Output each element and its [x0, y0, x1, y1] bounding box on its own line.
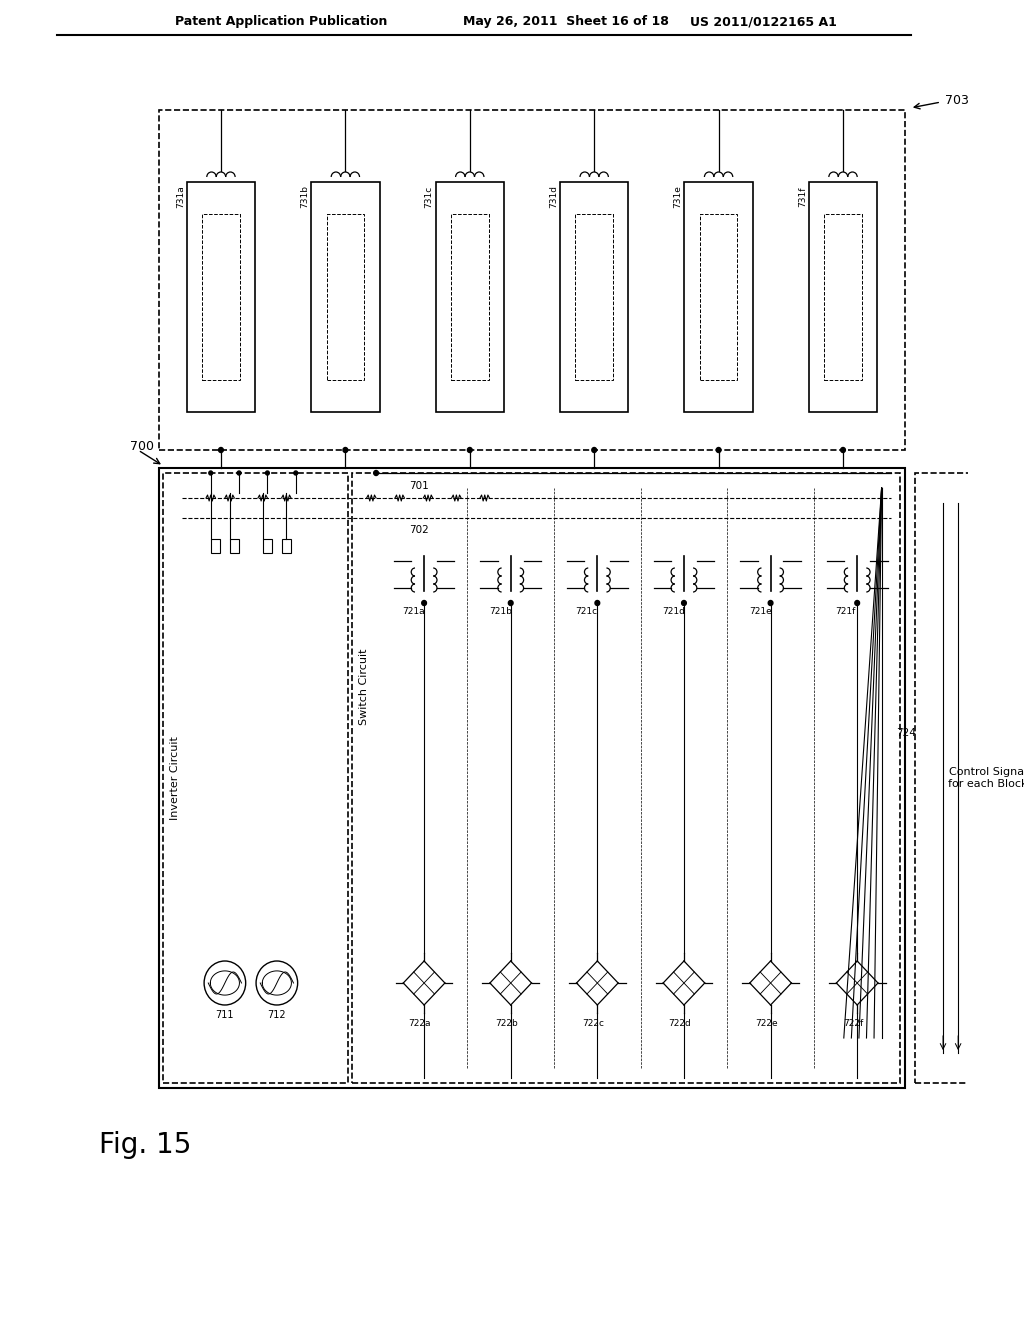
Text: 702: 702 [410, 525, 429, 535]
Circle shape [768, 601, 773, 606]
Text: 721d: 721d [663, 606, 685, 615]
Text: 721a: 721a [402, 606, 425, 615]
Text: 711: 711 [216, 1010, 234, 1020]
Text: 722a: 722a [409, 1019, 431, 1027]
Bar [684, 182, 753, 412]
Text: May 26, 2011  Sheet 16 of 18: May 26, 2011 Sheet 16 of 18 [463, 16, 669, 29]
Text: 722e: 722e [755, 1019, 777, 1027]
Bar [164, 473, 348, 1082]
Bar [914, 473, 1024, 1082]
Circle shape [218, 447, 223, 453]
Circle shape [209, 471, 213, 475]
Text: 722c: 722c [582, 1019, 604, 1027]
Text: 721e: 721e [749, 606, 772, 615]
Bar [327, 214, 365, 380]
Bar [263, 539, 272, 553]
Circle shape [422, 601, 426, 606]
Circle shape [716, 447, 721, 453]
Circle shape [467, 447, 472, 453]
Bar [352, 473, 900, 1082]
Text: 731c: 731c [425, 186, 434, 209]
Text: 731f: 731f [798, 186, 807, 207]
Circle shape [265, 471, 269, 475]
Bar [159, 110, 905, 450]
Bar [186, 182, 255, 412]
Circle shape [374, 470, 379, 475]
Text: Inverter Circuit: Inverter Circuit [170, 737, 180, 820]
Circle shape [294, 471, 298, 475]
Text: 722f: 722f [843, 1019, 863, 1027]
Text: 701: 701 [410, 480, 429, 491]
Text: 731d: 731d [549, 186, 558, 209]
Text: 712: 712 [267, 1010, 286, 1020]
Bar [202, 214, 240, 380]
Circle shape [595, 601, 600, 606]
Bar [575, 214, 613, 380]
Text: Switch Circuit: Switch Circuit [358, 648, 369, 725]
Text: Control Signal
for each Block: Control Signal for each Block [948, 767, 1024, 789]
Circle shape [855, 601, 859, 606]
Text: 722d: 722d [669, 1019, 691, 1027]
Bar [211, 539, 220, 553]
Bar [560, 182, 629, 412]
Text: 700: 700 [130, 440, 155, 453]
Text: 724: 724 [896, 729, 915, 738]
Bar [809, 182, 878, 412]
Circle shape [592, 447, 597, 453]
Text: US 2011/0122165 A1: US 2011/0122165 A1 [690, 16, 837, 29]
Circle shape [343, 447, 348, 453]
Text: 722b: 722b [495, 1019, 518, 1027]
Text: 731b: 731b [300, 186, 309, 209]
Circle shape [238, 471, 241, 475]
Circle shape [508, 601, 513, 606]
Text: 721b: 721b [489, 606, 512, 615]
Text: Fig. 15: Fig. 15 [99, 1131, 191, 1159]
Circle shape [682, 601, 686, 606]
Bar [282, 539, 291, 553]
Bar [159, 469, 905, 1088]
Bar [824, 214, 862, 380]
Text: 721f: 721f [836, 606, 856, 615]
Text: 731e: 731e [674, 186, 683, 209]
Text: 731a: 731a [176, 186, 185, 209]
Circle shape [841, 447, 846, 453]
Bar [311, 182, 380, 412]
Text: 721c: 721c [575, 606, 598, 615]
Text: Patent Application Publication: Patent Application Publication [175, 16, 387, 29]
Bar [699, 214, 737, 380]
Bar [451, 214, 488, 380]
Bar [435, 182, 504, 412]
Text: 703: 703 [945, 94, 969, 107]
Bar [229, 539, 239, 553]
